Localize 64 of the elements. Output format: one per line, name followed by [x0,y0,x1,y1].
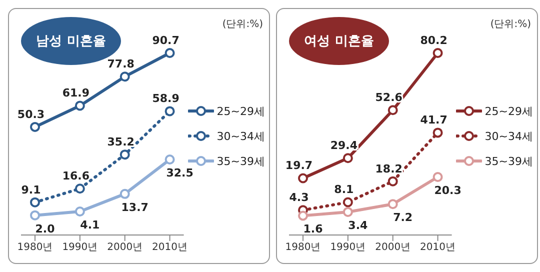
data-label: 7.2 [393,211,413,224]
point [120,72,130,82]
data-label: 18.2 [375,162,402,176]
data-label: 16.6 [62,170,90,183]
text: (단위:%) [222,18,263,31]
legend-label: 30~34세 [216,128,265,144]
data-label: 29.4 [330,139,358,152]
point [120,188,130,199]
point [432,128,443,138]
point [120,150,130,160]
data-label: 20.3 [434,184,462,197]
legend-label: 25~29세 [484,104,533,118]
point [74,184,85,194]
data-label: 58.9 [152,92,180,106]
data-label: 8.1 [334,183,354,196]
chart-title: 남성 미혼율 [36,34,106,49]
data-label: 61.9 [62,86,90,100]
data-label: 13.7 [121,200,148,214]
point [342,206,353,217]
legend-label: 35~39세 [484,154,533,168]
legend-label: 35~39세 [216,154,265,168]
x-tick-label: 2010년 [420,242,456,254]
x-tick-label: 2000년 [375,242,411,254]
point [298,210,308,221]
data-label: 4.3 [289,191,309,204]
data-label: 90.7 [152,34,180,47]
point [74,206,85,216]
point [30,210,40,220]
point [432,48,443,58]
data-label: 32.5 [166,166,194,180]
x-tick-label: 1980년 [285,242,321,254]
data-label: 50.3 [17,108,45,121]
point [164,48,175,58]
data-label: 80.2 [420,34,448,47]
data-label: 77.8 [107,58,134,71]
data-label: 41.7 [420,114,448,127]
data-label: 19.7 [285,159,313,172]
point [298,173,308,184]
x-tick-label: 2010년 [152,242,188,254]
data-label: 2.0 [35,222,56,236]
point [432,172,443,182]
x-tick-label: 1980년 [17,242,53,254]
x-tick-label: 1990년 [62,242,98,254]
data-label: 52.6 [375,91,403,104]
point [164,154,175,165]
point [164,106,175,116]
data-label: 4.1 [80,218,100,232]
point [74,100,85,111]
point [342,197,353,208]
point [388,199,398,210]
data-label: 9.1 [21,183,41,196]
point [30,197,40,208]
x-tick-label: 2000년 [107,242,143,254]
point [30,122,40,132]
point [342,153,353,164]
legend-label: 30~34세 [484,128,533,144]
legend-label: 25~29세 [216,104,265,118]
text: (단위:%) [490,18,531,31]
x-tick-label: 1990년 [330,242,366,254]
data-label: 1.6 [303,222,324,236]
data-label: 3.4 [348,218,368,232]
point [388,176,398,186]
point [388,105,398,116]
data-label: 35.2 [107,136,134,149]
